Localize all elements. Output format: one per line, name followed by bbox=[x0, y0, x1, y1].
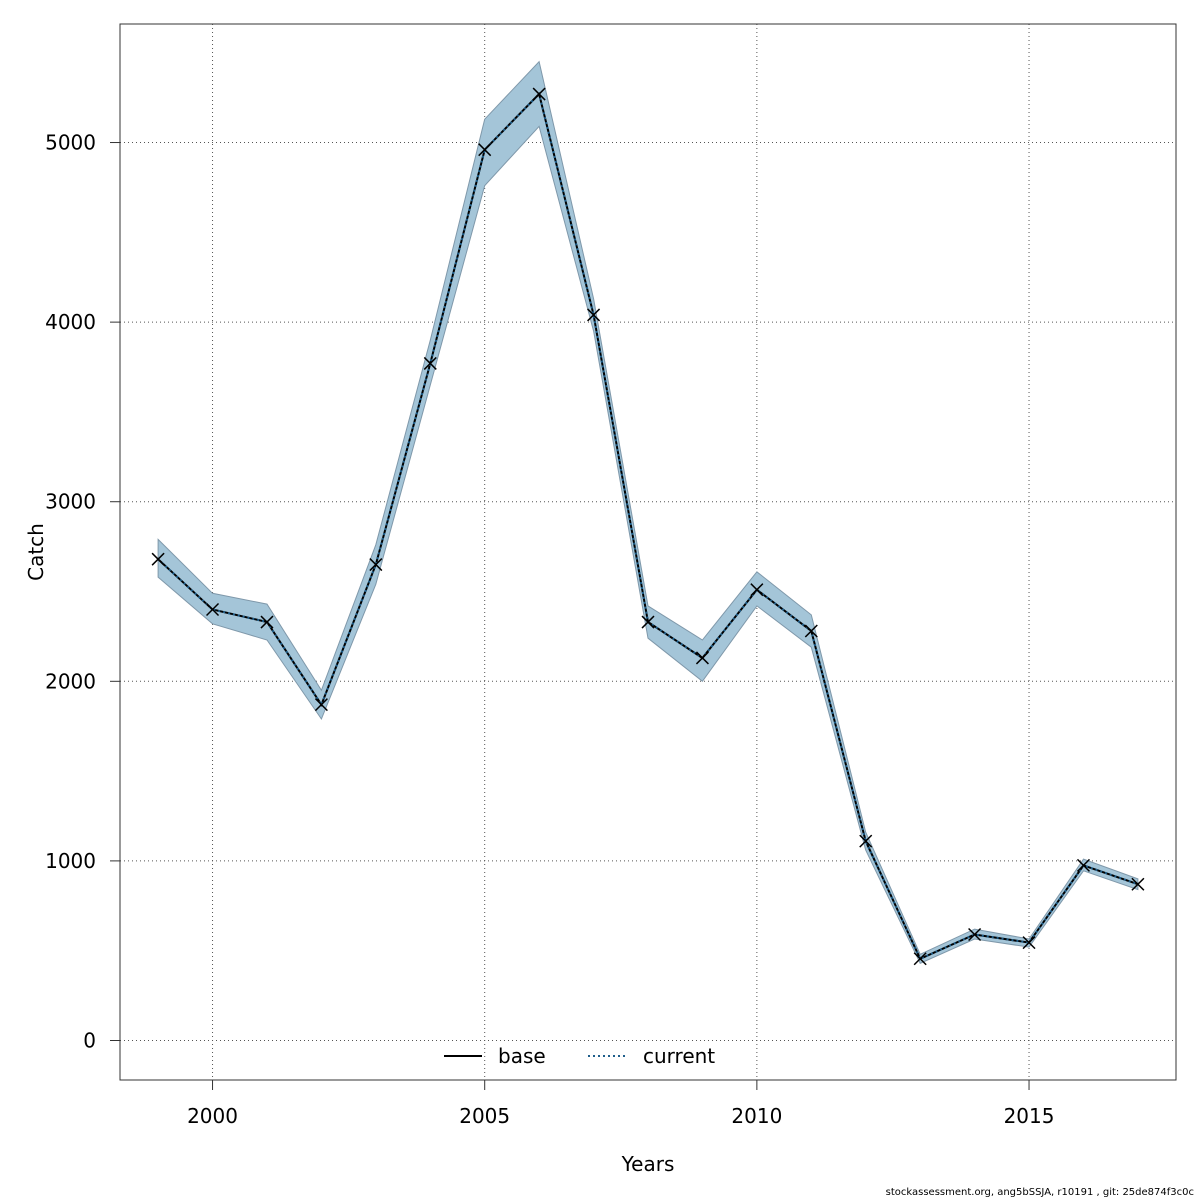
series-line-base bbox=[157, 92, 1139, 961]
plot-frame bbox=[119, 23, 1177, 1081]
y-axis-title: Catch bbox=[24, 523, 48, 581]
data-point-2005 bbox=[478, 143, 492, 157]
data-point-1999 bbox=[151, 552, 165, 566]
series-lines-layer bbox=[157, 92, 1139, 961]
data-point-cross-b-1999 bbox=[151, 552, 165, 566]
y-tick-label-2000: 2000 bbox=[45, 669, 96, 693]
x-axis-title: Years bbox=[621, 1152, 675, 1176]
data-point-cross-b-2011 bbox=[804, 624, 818, 638]
data-point-2002 bbox=[314, 698, 328, 712]
data-point-cross-b-2006 bbox=[532, 87, 546, 101]
data-point-2010 bbox=[750, 583, 764, 597]
data-point-2001 bbox=[260, 615, 274, 629]
legend-label-base: base bbox=[498, 1044, 546, 1068]
data-point-2000 bbox=[206, 602, 220, 616]
data-point-cross-b-2016 bbox=[1076, 858, 1090, 872]
data-point-cross-b-2002 bbox=[314, 698, 328, 712]
grid-lines bbox=[120, 24, 1176, 1080]
data-point-2004 bbox=[423, 356, 437, 370]
data-point-cross-b-2001 bbox=[260, 615, 274, 629]
y-tick-label-0: 0 bbox=[83, 1028, 96, 1052]
y-tick-label-3000: 3000 bbox=[45, 490, 96, 514]
x-tick-label-2000: 2000 bbox=[187, 1104, 238, 1128]
confidence-band bbox=[157, 60, 1139, 964]
data-point-cross-b-2003 bbox=[369, 558, 383, 572]
legend-label-current: current bbox=[643, 1044, 715, 1068]
series-points-layer bbox=[151, 87, 1145, 966]
data-point-2016 bbox=[1076, 858, 1090, 872]
data-point-2012 bbox=[859, 834, 873, 848]
data-point-cross-b-2005 bbox=[478, 143, 492, 157]
series-line-current bbox=[157, 92, 1139, 961]
data-point-cross-b-2012 bbox=[859, 834, 873, 848]
data-point-cross-b-2014 bbox=[968, 928, 982, 942]
footer-credit: stockassessment.org, ang5bSSJA, r10191 ,… bbox=[885, 1187, 1194, 1198]
data-point-2003 bbox=[369, 558, 383, 572]
x-tick-label-2005: 2005 bbox=[459, 1104, 510, 1128]
data-point-2014 bbox=[968, 928, 982, 942]
legend: base current bbox=[444, 1044, 715, 1068]
data-point-cross-b-2017 bbox=[1131, 877, 1145, 891]
data-point-cross-b-2004 bbox=[423, 356, 437, 370]
data-point-cross-b-2000 bbox=[206, 602, 220, 616]
data-point-2006 bbox=[532, 87, 546, 101]
data-point-2013 bbox=[913, 952, 927, 966]
data-point-2009 bbox=[695, 651, 709, 665]
x-tick-label-2015: 2015 bbox=[1004, 1104, 1055, 1128]
y-tick-label-1000: 1000 bbox=[45, 849, 96, 873]
data-point-2007 bbox=[587, 308, 601, 322]
data-point-2011 bbox=[804, 624, 818, 638]
y-tick-label-5000: 5000 bbox=[45, 131, 96, 155]
data-point-cross-b-2009 bbox=[695, 651, 709, 665]
data-point-cross-b-2008 bbox=[641, 615, 655, 629]
data-point-cross-b-2010 bbox=[750, 583, 764, 597]
data-point-2008 bbox=[641, 615, 655, 629]
data-point-cross-b-2007 bbox=[587, 308, 601, 322]
data-point-cross-b-2015 bbox=[1022, 936, 1036, 950]
y-tick-label-4000: 4000 bbox=[45, 310, 96, 334]
data-point-2017 bbox=[1131, 877, 1145, 891]
confidence-band-layer bbox=[157, 60, 1139, 964]
axis-ticks-layer: 2000 2005 2010 2015 0 1000 2000 3000 4000 5000 bbox=[45, 131, 1054, 1128]
data-point-cross-b-2013 bbox=[913, 952, 927, 966]
data-point-2015 bbox=[1022, 936, 1036, 950]
x-tick-label-2010: 2010 bbox=[731, 1104, 782, 1128]
